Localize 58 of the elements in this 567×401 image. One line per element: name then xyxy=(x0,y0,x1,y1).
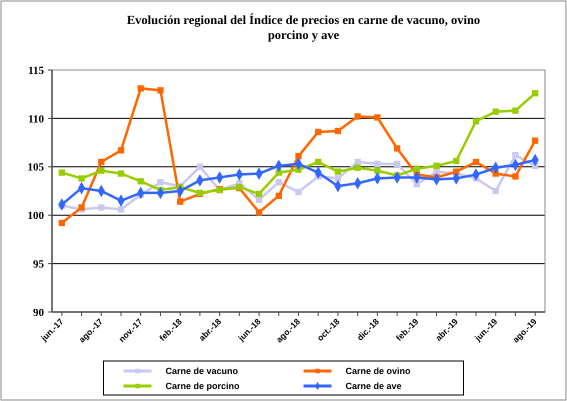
point xyxy=(138,178,144,184)
y-tick-label: 110 xyxy=(28,113,44,126)
legend-label: Carne de ovino xyxy=(346,366,412,376)
point xyxy=(295,152,302,160)
point xyxy=(157,87,164,94)
point xyxy=(512,107,519,114)
point xyxy=(78,175,85,182)
point xyxy=(138,85,144,92)
point xyxy=(394,160,400,168)
point xyxy=(98,168,104,174)
point xyxy=(414,181,420,188)
point xyxy=(472,158,480,166)
point xyxy=(276,179,282,186)
y-tick-label: 100 xyxy=(28,210,44,222)
point xyxy=(157,179,164,186)
point xyxy=(374,160,381,168)
point xyxy=(118,170,124,177)
point xyxy=(512,152,519,158)
point xyxy=(433,162,440,169)
point xyxy=(532,138,538,144)
point xyxy=(492,188,499,194)
y-tick-label: 95 xyxy=(33,258,44,270)
y-tick-label: 90 xyxy=(33,306,44,319)
point xyxy=(374,114,381,121)
point xyxy=(256,209,262,216)
point xyxy=(58,220,66,226)
point xyxy=(334,128,342,134)
point xyxy=(118,147,124,154)
point xyxy=(315,128,322,136)
point xyxy=(374,168,381,174)
y-tick-label: 105 xyxy=(28,162,44,174)
point xyxy=(492,108,499,115)
point xyxy=(58,169,66,176)
point xyxy=(256,196,262,203)
point xyxy=(512,173,519,180)
point xyxy=(276,169,282,176)
point xyxy=(315,158,322,166)
point xyxy=(118,206,124,213)
point xyxy=(334,168,342,175)
legend-label: Carne de ave xyxy=(346,381,402,392)
legend-label: Carne de vacuno xyxy=(166,366,239,376)
point xyxy=(256,190,262,198)
point xyxy=(196,164,204,170)
point xyxy=(394,145,400,152)
point xyxy=(453,158,460,164)
y-tick-label: 115 xyxy=(28,64,44,77)
point xyxy=(98,204,104,211)
point xyxy=(354,164,361,171)
point xyxy=(354,113,361,120)
point xyxy=(414,166,420,172)
chart-title: Evolución regional del Índice de precios en carne de vacuno, ovino porcino y ave xyxy=(126,13,480,42)
point xyxy=(276,192,282,200)
point xyxy=(295,188,302,196)
point xyxy=(177,198,184,205)
point xyxy=(532,90,538,96)
point xyxy=(472,118,480,124)
point xyxy=(98,158,104,166)
legend-label: Carne de porcino xyxy=(166,381,240,392)
